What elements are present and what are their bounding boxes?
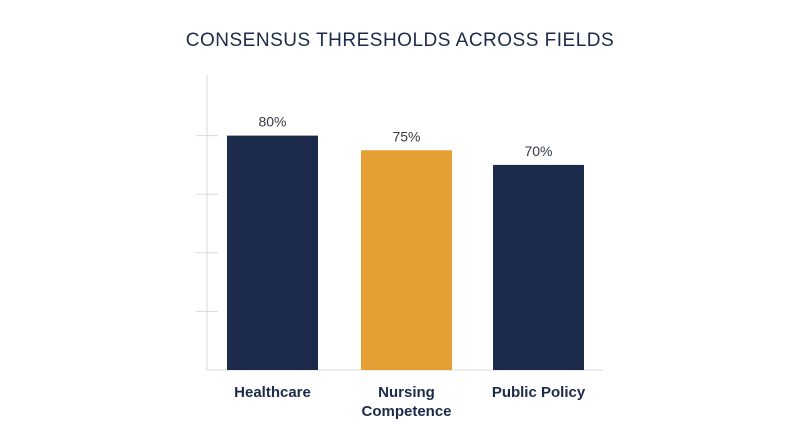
category-label-line: Nursing xyxy=(378,384,435,401)
bar-0 xyxy=(227,135,318,370)
value-label-1: 75% xyxy=(392,128,420,144)
bar-2 xyxy=(493,164,584,370)
chart-title: CONSENSUS THRESHOLDS ACROSS FIELDS xyxy=(185,30,615,51)
category-label-line: Public Policy xyxy=(492,384,586,401)
category-label-line: Competence xyxy=(361,403,451,420)
chart-bars xyxy=(227,135,584,370)
category-label-2: Public Policy xyxy=(492,384,586,401)
category-label-0: Healthcare xyxy=(234,384,311,401)
value-label-2: 70% xyxy=(524,143,552,159)
category-label-1: Nursing Competence xyxy=(361,384,451,420)
value-label-0: 80% xyxy=(258,114,286,130)
chart-labels: 80% Healthcare 75% Nursing Competence 70% Publ… xyxy=(234,114,586,420)
category-label-line: Healthcare xyxy=(234,384,311,401)
bar-1 xyxy=(361,150,452,370)
